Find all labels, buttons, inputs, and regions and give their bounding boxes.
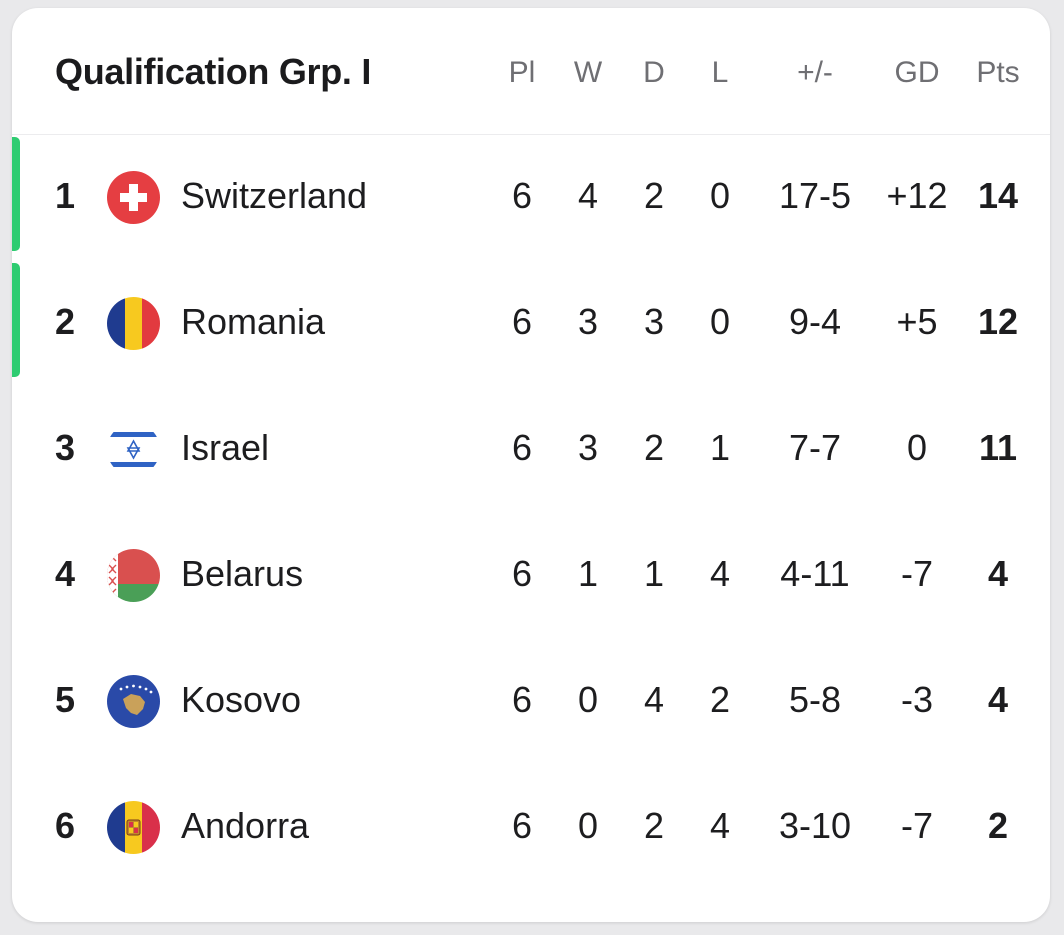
points-cell: 14 [977,175,1019,216]
team-name[interactable]: Romania [181,301,326,342]
goals-cell: 9-4 [788,301,842,342]
points-cell: 12 [977,301,1019,342]
team-name[interactable]: Andorra [181,805,310,846]
position-cell: 6 [55,805,76,846]
goal-difference-cell: -7 [900,805,934,846]
goal-difference-cell: +12 [886,175,948,216]
team-name[interactable]: Israel [181,427,270,468]
played-cell: 6 [511,553,533,594]
goal-difference-cell: 0 [906,427,928,468]
israel-flag-icon [107,423,160,476]
position-cell: 3 [55,427,76,468]
drawn-cell: 2 [643,427,665,468]
qualification-indicator [12,263,20,377]
standings-card: Qualification Grp. I Pl W D L +/- GD Pts… [12,8,1050,922]
played-cell: 6 [511,805,533,846]
goal-difference-cell: -3 [900,679,934,720]
position-cell: 1 [55,175,76,216]
lost-cell: 1 [709,427,731,468]
team-name[interactable]: Kosovo [181,679,302,720]
belarus-flag-icon [107,549,160,602]
points-cell: 4 [987,679,1009,720]
table-row[interactable]: 6 Andorra 6 0 2 4 3-10 -7 2 [12,764,1050,890]
goals-cell: 5-8 [788,679,842,720]
table-row[interactable]: 4 Belarus 6 1 1 4 4-11 -7 4 [12,512,1050,638]
position-cell: 4 [55,553,76,594]
col-header-points: Pts [976,56,1020,89]
col-header-drawn: D [643,56,665,89]
goals-cell: 3-10 [778,805,852,846]
drawn-cell: 2 [643,175,665,216]
switzerland-flag-icon [107,171,160,224]
lost-cell: 2 [709,679,731,720]
lost-cell: 4 [709,805,731,846]
qualification-indicator [12,137,20,251]
table-header: Qualification Grp. I Pl W D L +/- GD Pts [12,8,1050,135]
goals-cell: 7-7 [788,427,842,468]
points-cell: 4 [987,553,1009,594]
group-title[interactable]: Qualification Grp. I [55,51,372,92]
col-header-goal-difference: GD [894,56,940,89]
played-cell: 6 [511,679,533,720]
points-cell: 2 [987,805,1009,846]
table-row[interactable]: 5 Kosovo 6 0 4 2 5-8 -3 4 [12,638,1050,764]
andorra-flag-icon [107,801,160,854]
team-name[interactable]: Belarus [181,553,304,594]
table-row[interactable]: 1 Switzerland 6 4 2 0 17-5 +12 14 [12,134,1050,260]
col-header-played: Pl [508,56,536,89]
col-header-won: W [573,56,603,89]
won-cell: 3 [577,301,599,342]
lost-cell: 0 [709,175,731,216]
drawn-cell: 1 [643,553,665,594]
goal-difference-cell: +5 [896,301,938,342]
kosovo-flag-icon [107,675,160,728]
position-cell: 2 [55,301,76,342]
played-cell: 6 [511,175,533,216]
team-name[interactable]: Switzerland [181,175,368,216]
table-row[interactable]: 3 Israel 6 3 2 1 7-7 0 11 [12,386,1050,512]
drawn-cell: 3 [643,301,665,342]
played-cell: 6 [511,427,533,468]
won-cell: 1 [577,553,599,594]
won-cell: 4 [577,175,599,216]
table-row[interactable]: 2 Romania 6 3 3 0 9-4 +5 12 [12,260,1050,386]
goal-difference-cell: -7 [900,553,934,594]
won-cell: 0 [577,679,599,720]
col-header-lost: L [711,56,729,89]
won-cell: 3 [577,427,599,468]
won-cell: 0 [577,805,599,846]
goals-cell: 4-11 [780,553,850,594]
position-cell: 5 [55,679,76,720]
drawn-cell: 4 [643,679,665,720]
played-cell: 6 [511,301,533,342]
drawn-cell: 2 [643,805,665,846]
romania-flag-icon [107,297,160,350]
lost-cell: 0 [709,301,731,342]
lost-cell: 4 [709,553,731,594]
goals-cell: 17-5 [778,175,852,216]
points-cell: 11 [978,427,1018,468]
col-header-goals: +/- [797,56,833,89]
